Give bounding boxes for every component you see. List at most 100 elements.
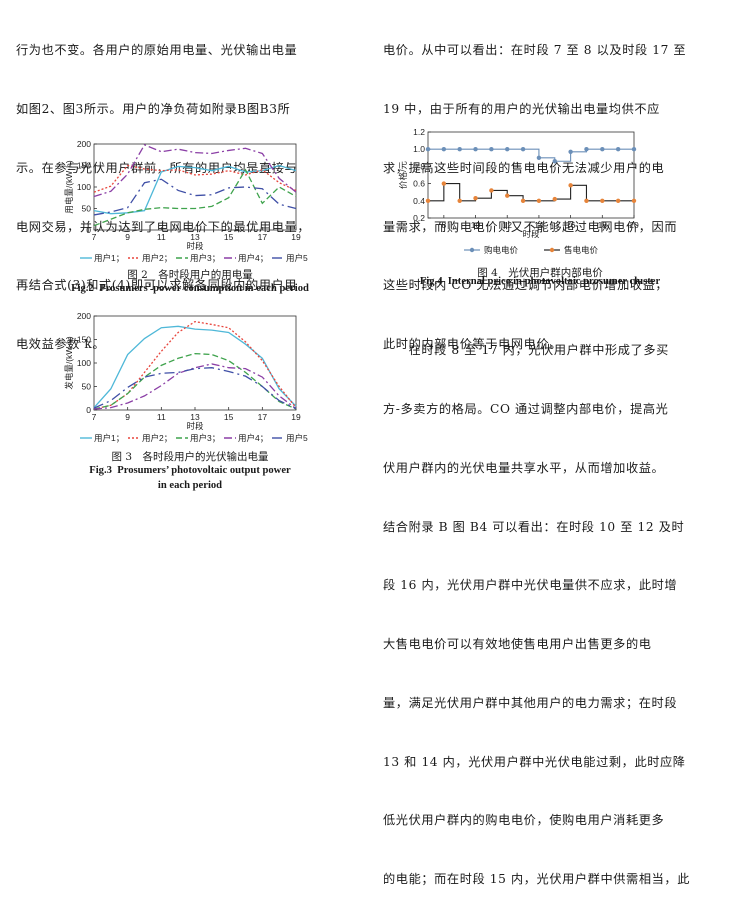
data-point (489, 147, 494, 152)
series-line (93, 363, 297, 410)
data-point (584, 198, 589, 203)
y-tick-label: 1.0 (413, 144, 425, 154)
x-tick-label: 7 (92, 232, 97, 242)
legend-label: 用户1； (94, 253, 124, 263)
series-line (428, 148, 634, 162)
y-tick-label: 100 (77, 358, 91, 368)
data-point (615, 147, 621, 152)
text-line: 的电能；而在时段 15 内，光伏用户群中供需相当，此 (383, 872, 690, 887)
x-tick-label: 15 (224, 412, 234, 422)
data-point (505, 193, 510, 198)
data-point (631, 147, 637, 152)
y-tick-label: 150 (77, 161, 91, 171)
legend-label: 用户3； (190, 433, 220, 443)
y-tick-label: 0 (86, 405, 91, 415)
data-point (552, 196, 557, 202)
text-line: 大售电电价可以有效地使售电用户出售更多的电 (383, 637, 652, 652)
right-bottom-paragraph: 在时段 8 至 17 内，光伏用户群中形成了多买 方-多卖方的格局。CO 通过调… (383, 302, 690, 909)
x-tick-label: 11 (157, 412, 166, 422)
fig2-caption-en: Fig.2 Prosumers’ power consumption in ea… (20, 283, 360, 294)
series-line (93, 178, 297, 216)
text-line: 方-多卖方的格局。CO 通过调整内部电价，提高光 (383, 401, 669, 416)
y-tick-label: 1.2 (413, 128, 425, 137)
y-tick-label: 50 (82, 204, 92, 214)
fig4-caption-en: Fig.4 Internal price in photovoltaic pro… (360, 276, 720, 287)
x-tick-label: 8 (441, 220, 446, 230)
fig4-caption-label: Fig.4 (419, 276, 443, 287)
text-line: 求，提高这些时间段的售电电价无法减少用户的电 (383, 160, 665, 175)
text-line: 伏用户群内的光伏电量共享水平，从而增加收益。 (383, 460, 665, 475)
y-axis-label: 价格/元 (398, 161, 408, 189)
y-tick-label: 100 (77, 182, 91, 192)
x-tick-label: 19 (291, 412, 301, 422)
fig2-caption-cn: 图 2 各时段用户的用电量 (127, 269, 253, 281)
data-point (473, 196, 478, 201)
x-axis-label: 时段 (186, 241, 204, 251)
text-line: 如图2、图3所示。用户的净负荷如附录B图B3所 (16, 101, 291, 116)
text-line: 段 16 内，光伏用户群中光伏电量供不应求，此时增 (383, 578, 678, 593)
text-line: 在时段 8 至 17 内，光伏用户群中形成了多买 (383, 343, 669, 358)
text-line: 行为也不变。各用户的原始用电量、光伏输出电量 (16, 43, 298, 58)
fig2-caption-label: Fig.2 (71, 283, 94, 294)
y-tick-label: 0.4 (413, 196, 425, 206)
legend-label: 用户3； (190, 253, 220, 263)
text-line: 电效益参数 k。 (16, 337, 106, 352)
y-tick-label: 50 (82, 382, 92, 392)
y-tick-label: 0.6 (413, 179, 425, 189)
text-line: 结合附录 B 图 B4 可以看出：在时段 10 至 12 及时 (383, 519, 685, 534)
text-line: 再结合式(3)和式(4)即可以求解各同段内的用户用 (16, 278, 298, 293)
x-tick-label: 11 (157, 232, 166, 242)
fig4-caption-text: Internal price in photovoltaic prosumer … (447, 276, 661, 287)
data-point (568, 149, 573, 154)
legend-label: 购电电价 (484, 245, 519, 255)
data-point (473, 147, 478, 152)
data-point (425, 147, 431, 152)
text-line: 量，满足光伏用户群中其他用户的电力需求；在时段 (383, 695, 678, 710)
fig2-chart: 0 50 100 150 200 7 9 11 13 15 17 19 时段 用电量/(kW·h) 用户1；… (64, 140, 308, 263)
y-axis-label: 用电量/(kW·h) (64, 160, 74, 214)
plot-frame (427, 131, 635, 219)
fig4-caption-cn: 图 4 光伏用户群内部电价 (477, 267, 603, 279)
legend-label: 用户5 (286, 433, 308, 443)
x-tick-label: 9 (125, 412, 130, 422)
fig3-caption-cn: 图 3 各时段用户的光伏输出电量 (111, 451, 269, 463)
text-line: 这些时段内 CO 无法通过调节内部电价增加收益， (383, 278, 669, 293)
y-tick-label: 0 (86, 225, 91, 235)
data-point (631, 198, 637, 203)
data-point (552, 159, 557, 164)
data-point (457, 198, 462, 203)
x-tick-label: 10 (471, 220, 481, 230)
x-tick-label: 15 (224, 232, 234, 242)
x-tick-label: 14 (534, 220, 544, 230)
series-line (93, 367, 297, 410)
fig3-chart: 0 50 100 150 200 7 9 11 13 15 17 19 时段 发电量/(kW·h) 用户1；… (64, 311, 308, 443)
data-point (568, 183, 573, 188)
series-line (428, 183, 634, 202)
legend-label: 用户2； (142, 433, 172, 443)
text-line: 电价。从中可以看出：在时段 7 至 8 以及时段 17 至 (383, 43, 687, 58)
data-point (441, 181, 447, 186)
data-point (489, 188, 494, 193)
series-line (93, 164, 297, 215)
data-point (600, 147, 605, 152)
x-tick-label: 16 (566, 220, 576, 230)
data-point (600, 198, 605, 203)
plot-frame (93, 143, 297, 231)
text-line: 此时的内部电价等于电网电价。 (383, 337, 563, 352)
x-tick-label: 7 (92, 412, 97, 422)
legend-label: 用户4； (238, 253, 268, 263)
fig3-caption-en-line2: in each period (157, 480, 223, 491)
data-point (520, 147, 526, 152)
text-line: 量需求，而购电电价则又不能够超过电网电价，因而 (383, 219, 678, 234)
y-tick-label: 0.2 (413, 213, 425, 223)
fig4-chart: 0.2 0.4 0.6 0.8 1.0 1.2 8 10 12 14 16 18 20 时段 价格/元购电电… (398, 128, 639, 255)
fig2-caption-text: Prosumers’ power consumption in each per… (99, 283, 309, 294)
right-top-paragraph: 电价。从中可以看出：在时段 7 至 8 以及时段 17 至 19 中，由于所有的… (383, 2, 686, 374)
x-tick-label: 20 (629, 220, 639, 230)
y-tick-label: 200 (77, 311, 91, 321)
legend-label: 用户4； (238, 433, 268, 443)
x-tick-label: 17 (258, 412, 268, 422)
fig3-caption-label: Fig.3 (89, 465, 112, 476)
legend-marker (469, 247, 475, 253)
legend-label: 用户1； (94, 433, 124, 443)
